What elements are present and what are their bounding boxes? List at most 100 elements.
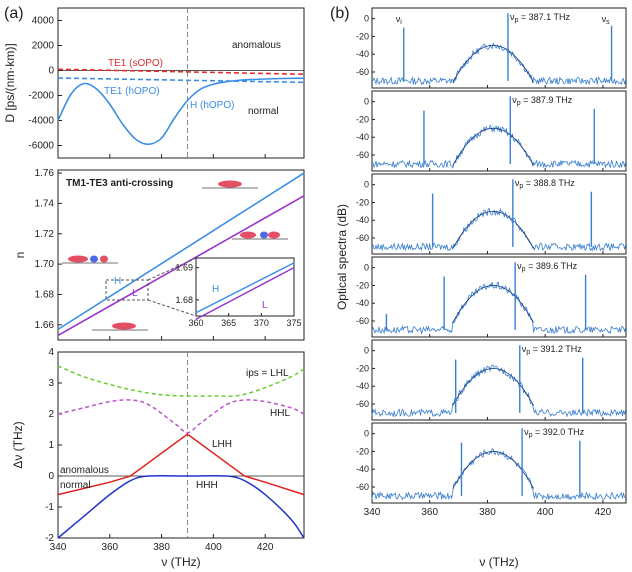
- spectrum-trace: [371, 282, 626, 335]
- series-line-lhl: [57, 365, 305, 397]
- index-plot: 1.66 1.68 1.70 1.72 1.74 1.76 n TM1-TE3 anti-cr…: [13, 168, 305, 341]
- pump-label: νp = 388.8 THz: [515, 178, 576, 190]
- y-tick-label: -40: [356, 381, 369, 391]
- signal-label: νs: [602, 14, 611, 26]
- y-tick-label: 1.76: [35, 168, 55, 179]
- x-tick-label: 380: [479, 507, 496, 518]
- spectrum-trace: [371, 447, 626, 501]
- zoom-connector: [147, 299, 197, 317]
- mode-lobe: [100, 255, 108, 263]
- y-tick-label: 0: [364, 346, 369, 356]
- y-axis-label: Optical spectra (dB): [335, 204, 349, 310]
- y-tick-label: -40: [356, 464, 369, 474]
- hhl-label: HHL: [270, 408, 290, 419]
- series-line-l: [57, 195, 305, 337]
- inset-x-tick-label: 370: [254, 318, 269, 328]
- ips-label: ips = LHL: [246, 368, 289, 379]
- h-hopo-label: H (hOPO): [190, 100, 234, 111]
- spectrum-trace: [371, 42, 626, 86]
- zoom-box: [105, 279, 149, 301]
- x-tick-label: 340: [364, 507, 381, 518]
- pump-value: = 391.2 THz: [530, 344, 582, 354]
- y-tick-label: -40: [356, 215, 369, 225]
- pump-value: = 387.9 THz: [521, 95, 573, 105]
- y-tick-label: -20: [356, 363, 369, 373]
- spectrum-panel-3: 0 -20 -40 -60 νp = 388.8 THz: [356, 173, 627, 255]
- y-tick-label: 0: [364, 263, 369, 273]
- te1-hopo-label: TE1 (hOPO): [104, 86, 160, 97]
- y-tick-label: 0: [364, 180, 369, 190]
- spectrum-frame: [371, 256, 627, 338]
- mode-lobe: [112, 322, 136, 330]
- y-tick-label: -20: [356, 31, 369, 41]
- pump-symbol: ν: [517, 261, 522, 271]
- y-tick-label: 3: [48, 378, 54, 389]
- pump-symbol: ν: [515, 178, 520, 188]
- y-tick-label: 1.70: [35, 259, 55, 270]
- spectrum-envelope: [452, 368, 534, 406]
- normal-label: normal: [60, 480, 91, 491]
- y-tick-label: 1.68: [35, 289, 55, 300]
- pump-subscript: p: [517, 100, 521, 107]
- y-tick-label: 0: [364, 14, 369, 24]
- series-line-h-hopo-: [57, 77, 305, 146]
- inset-frame: [195, 257, 295, 317]
- y-tick-label: -1: [45, 502, 54, 513]
- y-tick-label: -60: [356, 316, 369, 326]
- pump-subscript: p: [529, 432, 533, 439]
- inset-y-tick-label: 1.69: [175, 263, 193, 273]
- index-title: TM1-TE3 anti-crossing: [66, 178, 173, 189]
- spectrum-panel-2: 0 -20 -40 -60 νp = 387.9 THz: [356, 90, 627, 172]
- y-tick-label: -60: [356, 233, 369, 243]
- y-tick-label: 2: [48, 409, 54, 420]
- y-axis-label: Δν (THz): [11, 421, 25, 468]
- normal-label: normal: [248, 106, 279, 117]
- pump-symbol: ν: [522, 344, 527, 354]
- y-tick-label: -20: [356, 197, 369, 207]
- spectrum-envelope: [452, 210, 534, 249]
- y-tick-label: 4000: [32, 16, 55, 27]
- pump-label: νp = 391.2 THz: [522, 344, 583, 356]
- anomalous-label: anomalous: [60, 465, 109, 476]
- mode-lobe: [68, 255, 88, 263]
- x-tick-label: 420: [257, 542, 274, 553]
- pump-label: νp = 387.1 THz: [510, 12, 571, 24]
- pump-subscript: p: [526, 349, 530, 356]
- x-tick-label: 400: [537, 507, 554, 518]
- inset-line-h: [195, 262, 295, 314]
- series-line-hhl: [57, 399, 305, 434]
- anomalous-label: anomalous: [232, 40, 281, 51]
- dispersion-plot: 4000 2000 0 -2000 -4000 -6000 D [ps/(nm·km)] an…: [3, 7, 305, 159]
- pump-value: = 388.8 THz: [523, 178, 575, 188]
- idler-subscript: i: [400, 19, 402, 26]
- series-line-lhh: [57, 433, 305, 496]
- y-tick-label: 4: [48, 347, 54, 358]
- mode-lobe: [268, 231, 280, 239]
- panel-a-label: (a): [4, 5, 24, 22]
- pump-subscript: p: [522, 266, 526, 273]
- pump-symbol: ν: [510, 12, 515, 22]
- y-tick-label: 2000: [32, 41, 55, 52]
- y-tick-label: -20: [356, 114, 369, 124]
- signal-symbol: ν: [602, 14, 607, 24]
- pump-value: = 389.6 THz: [526, 261, 578, 271]
- spectrum-envelope: [452, 285, 534, 323]
- inset-x-tick-label: 360: [188, 318, 203, 328]
- y-tick-label: -2: [45, 533, 54, 544]
- mode-label-h: H: [114, 276, 121, 287]
- spectrum-trace: [371, 364, 626, 418]
- panel-b-label: (b): [330, 5, 350, 22]
- signal-subscript: s: [606, 19, 610, 26]
- y-tick-label: -40: [356, 132, 369, 142]
- spectrum-envelope: [452, 127, 534, 166]
- y-tick-label: 0: [364, 97, 369, 107]
- pump-value: = 392.0 THz: [532, 427, 584, 437]
- inset-x-tick-label: 365: [221, 318, 236, 328]
- y-tick-label: -40: [356, 49, 369, 59]
- mode-lobe: [218, 180, 242, 188]
- pump-symbol: ν: [524, 427, 529, 437]
- idler-label: νi: [396, 14, 403, 26]
- series-line-te1-hopo-: [57, 77, 305, 84]
